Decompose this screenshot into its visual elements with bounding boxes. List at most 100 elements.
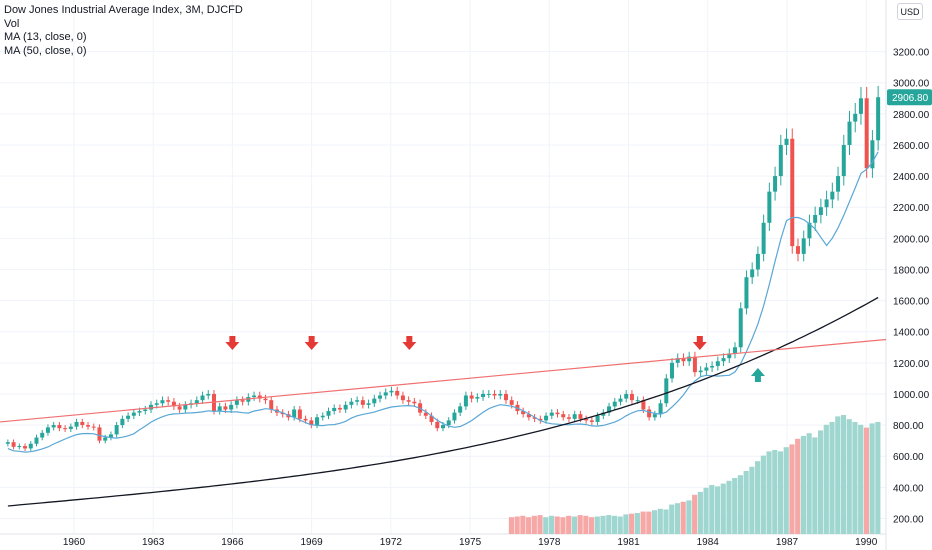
currency-button[interactable]: USD (897, 3, 923, 20)
candle-body (492, 393, 497, 396)
candle-body (303, 418, 308, 421)
candle-body (45, 427, 50, 433)
volume-bar (858, 424, 864, 534)
candle-body (601, 412, 606, 416)
down-arrow-icon (304, 336, 319, 350)
candle-body (68, 426, 73, 429)
candle-body (257, 395, 262, 399)
resistance-trendline (0, 338, 887, 423)
candle-body (755, 253, 760, 270)
candle-body (154, 403, 159, 405)
volume-bar (594, 516, 600, 534)
volume-bar (577, 515, 583, 534)
candle-body (463, 395, 468, 407)
candle-body (114, 425, 119, 435)
volume-bar (772, 450, 778, 534)
legend-vol: Vol (4, 17, 20, 30)
candle-body (841, 144, 846, 177)
candle-body (538, 418, 543, 421)
x-tick-label: 1966 (221, 537, 244, 548)
volume-bar (812, 437, 818, 534)
down-arrow-icon (692, 336, 707, 350)
volume-bar (697, 492, 703, 534)
candle-body (664, 378, 669, 404)
volume-bar (749, 466, 755, 534)
candle-body (830, 191, 835, 200)
candle-body (589, 420, 594, 422)
candle-body (91, 426, 96, 428)
candle-body (469, 395, 474, 399)
volume-bar (714, 486, 721, 534)
candle-body (217, 406, 222, 412)
candle-body (681, 358, 686, 362)
candle-body (315, 417, 320, 426)
candle-body (40, 432, 45, 438)
candle-body (326, 411, 331, 416)
volume-bar (606, 515, 612, 534)
candle-body (773, 176, 778, 192)
x-tick-label: 1984 (697, 537, 720, 548)
candle-body (475, 397, 480, 399)
volume-bar (686, 500, 692, 534)
y-tick-label: 2800.00 (893, 110, 930, 121)
y-tick-label: 800.00 (893, 421, 924, 432)
volume-bar (829, 422, 835, 534)
volume-bar (823, 424, 829, 534)
volume-bar (709, 485, 715, 534)
candle-body (509, 400, 514, 405)
volume-bar (674, 503, 681, 534)
candle-body (635, 400, 640, 402)
candle-body (784, 138, 789, 145)
volume-bar (543, 517, 549, 534)
candle-body (704, 367, 709, 371)
candle-body (194, 400, 199, 404)
candle-body (732, 347, 738, 354)
ma50-line (7, 296, 879, 507)
candle-body (675, 358, 680, 363)
volume-bar (835, 416, 841, 534)
volume-bar (846, 419, 852, 534)
y-tick-label: 3200.00 (893, 48, 930, 59)
candle-body (440, 425, 446, 429)
candle-body (183, 404, 188, 410)
volume-bar (766, 451, 772, 534)
candle-body (63, 428, 68, 430)
candle-body (618, 398, 623, 402)
volume-bar (629, 513, 635, 534)
volume-bar (634, 513, 640, 534)
candle-body (624, 393, 629, 399)
candle-body (761, 222, 766, 254)
volume-bar (732, 478, 738, 534)
candle-body (486, 393, 491, 395)
volume-bar (531, 515, 537, 534)
candle-body (549, 412, 554, 416)
volume-bar (651, 510, 658, 534)
candle-body (584, 418, 589, 421)
volume-bar (514, 516, 520, 534)
candle-body (607, 406, 612, 413)
candle-body (86, 425, 91, 427)
candle-body (641, 400, 646, 410)
candle-body (137, 411, 142, 413)
volume-bar (537, 515, 543, 534)
volume-bar (869, 423, 875, 534)
candle-body (698, 370, 703, 373)
candle-body (143, 409, 148, 412)
candle-body (864, 98, 869, 169)
volume-bar (875, 422, 881, 534)
candle-body (11, 442, 16, 447)
candle-body (750, 269, 755, 278)
volume-bar (755, 461, 761, 534)
y-tick-label: 400.00 (893, 483, 924, 494)
candle-body (481, 393, 486, 398)
legend-ma13: MA (13, close, 0) (4, 31, 87, 43)
candle-body (74, 421, 79, 427)
volume-bar (777, 451, 784, 534)
candle-body (790, 138, 795, 247)
candle-body (269, 400, 274, 410)
candle-body (572, 414, 577, 419)
candle-body (206, 393, 211, 396)
candle-body (240, 400, 245, 402)
candle-body (389, 390, 394, 393)
